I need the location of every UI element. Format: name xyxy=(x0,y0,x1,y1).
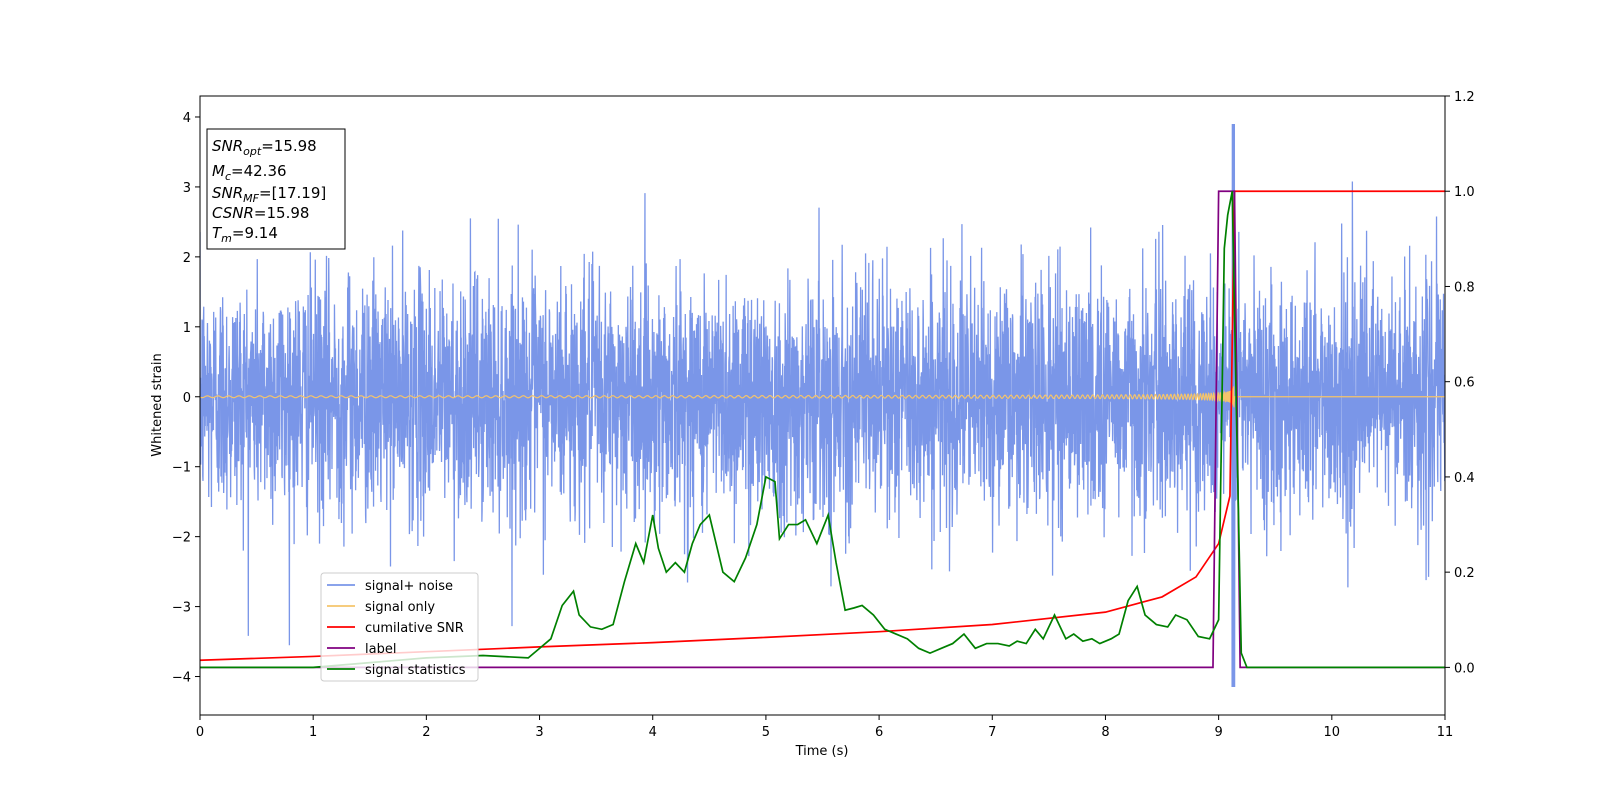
y-left-tick-label: 0 xyxy=(183,391,191,406)
y-left-tick-label: 4 xyxy=(183,111,191,126)
y-right-tick-label: 1.2 xyxy=(1454,90,1475,105)
y-left-tick-label: 2 xyxy=(183,251,191,266)
x-tick-label: 2 xyxy=(422,725,430,740)
x-tick-label: 8 xyxy=(1101,725,1109,740)
plot-frame xyxy=(199,95,1446,716)
series-signal-statistics xyxy=(200,191,1445,669)
legend-label: signal only xyxy=(365,600,435,615)
x-axis-label: Time (s) xyxy=(795,744,849,759)
info-line: Tm=9.14 xyxy=(212,224,278,245)
legend: signal+ noise signal only cumilative SNR la… xyxy=(320,572,479,682)
y-left-tick-label: −2 xyxy=(172,531,191,546)
y-right-tick-label: 0.0 xyxy=(1454,661,1475,676)
x-tick-label: 4 xyxy=(649,725,657,740)
y-axis-right: 0.0 0.2 0.4 0.6 0.8 1.0 1.2 xyxy=(1445,90,1475,676)
x-tick-label: 0 xyxy=(196,725,204,740)
info-line: SNRopt=15.98 xyxy=(212,137,317,158)
info-line: Mc=42.36 xyxy=(212,162,287,183)
plot-area xyxy=(200,123,1445,688)
info-box-frame xyxy=(206,128,346,250)
info-box: SNRopt=15.98 Mc=42.36SNRMF=[17.19]CSNR=15… xyxy=(206,128,346,250)
x-tick-label: 10 xyxy=(1324,725,1341,740)
x-tick-label: 3 xyxy=(535,725,543,740)
y-axis-left: −4 −3 −2 −1 0 1 2 3 4 xyxy=(172,111,200,686)
x-axis: 0 1 2 3 4 5 6 7 8 9 10 11 xyxy=(196,715,1453,740)
legend-label: signal statistics xyxy=(365,663,466,678)
y-right-tick-label: 0.8 xyxy=(1454,280,1475,295)
legend-label: label xyxy=(365,642,396,657)
x-tick-label: 11 xyxy=(1437,725,1454,740)
x-tick-label: 7 xyxy=(988,725,996,740)
legend-label: cumilative SNR xyxy=(365,621,464,636)
y-left-tick-label: 3 xyxy=(183,181,191,196)
legend-frame xyxy=(320,572,479,682)
x-tick-label: 1 xyxy=(309,725,317,740)
y-right-tick-label: 0.4 xyxy=(1454,471,1475,486)
y-axis-label: Whitened strain xyxy=(150,353,165,456)
info-line: CSNR=15.98 xyxy=(212,204,309,222)
y-left-tick-label: −1 xyxy=(172,461,191,476)
x-tick-label: 9 xyxy=(1214,725,1222,740)
y-right-tick-label: 1.0 xyxy=(1454,185,1475,200)
x-tick-label: 5 xyxy=(762,725,770,740)
info-line: SNRMF=[17.19] xyxy=(212,184,326,205)
y-left-tick-label: −3 xyxy=(172,601,191,616)
x-tick-label: 6 xyxy=(875,725,883,740)
y-right-tick-label: 0.2 xyxy=(1454,566,1475,581)
legend-label: signal+ noise xyxy=(365,579,453,594)
y-left-tick-label: 1 xyxy=(183,321,191,336)
y-right-tick-label: 0.6 xyxy=(1454,376,1475,391)
y-left-tick-label: −4 xyxy=(172,671,191,686)
series-cumulative-snr xyxy=(200,190,1445,662)
